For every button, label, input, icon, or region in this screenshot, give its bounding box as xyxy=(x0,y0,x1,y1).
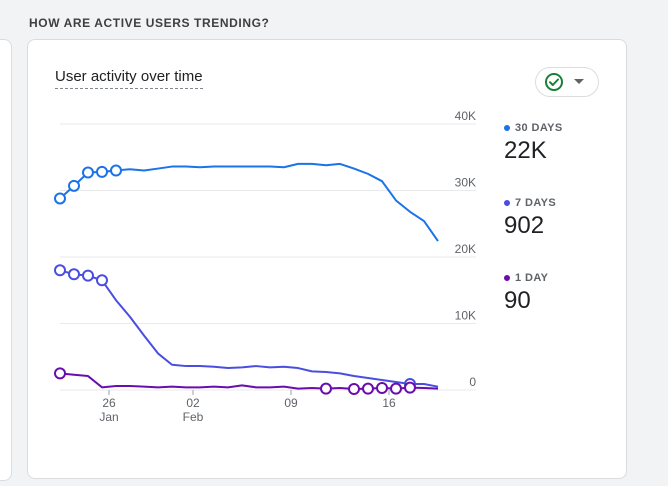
x-tick-label: 26 xyxy=(102,396,116,410)
data-point[interactable] xyxy=(54,264,66,277)
x-tick-sublabel: Jan xyxy=(99,410,118,424)
card-title[interactable]: User activity over time xyxy=(55,68,203,89)
y-tick-label: 40K xyxy=(455,109,476,123)
data-point[interactable] xyxy=(96,274,108,287)
legend-label: 7 DAYS xyxy=(515,197,557,209)
legend-dot xyxy=(504,125,510,131)
legend-dot xyxy=(504,275,510,281)
y-tick-label: 20K xyxy=(455,242,476,256)
data-point[interactable] xyxy=(110,164,122,177)
caret-down-icon xyxy=(574,79,584,85)
data-point[interactable] xyxy=(82,166,94,179)
series-line xyxy=(59,372,439,391)
legend-item-1-day: 1 DAY 90 xyxy=(504,272,548,315)
x-tick-sublabel: Feb xyxy=(183,410,204,424)
series-line xyxy=(59,162,439,242)
legend-label: 30 DAYS xyxy=(515,122,563,134)
data-point[interactable] xyxy=(68,268,80,281)
legend-label: 1 DAY xyxy=(515,272,549,284)
check-circle-icon xyxy=(544,72,564,92)
data-point[interactable] xyxy=(54,367,66,380)
legend-item-30-days: 30 DAYS 22K xyxy=(504,122,563,165)
adjacent-card xyxy=(0,39,12,481)
gridlines xyxy=(60,123,476,391)
section-title: HOW ARE ACTIVE USERS TRENDING? xyxy=(29,16,270,30)
x-tick-label: 02 xyxy=(186,396,200,410)
legend-value: 902 xyxy=(504,212,545,239)
legend-value: 90 xyxy=(504,287,531,314)
data-point[interactable] xyxy=(54,192,66,205)
x-tick-label: 16 xyxy=(382,396,396,410)
legend-value: 22K xyxy=(504,137,547,164)
x-tick-label: 09 xyxy=(284,396,298,410)
y-tick-label: 10K xyxy=(455,309,476,323)
status-dropdown-button[interactable] xyxy=(535,67,599,97)
series-line xyxy=(59,269,439,388)
y-axis-ticks: 0 10K 20K 30K 40K xyxy=(455,109,477,389)
y-tick-label: 30K xyxy=(455,176,476,190)
data-point[interactable] xyxy=(68,179,80,192)
y-tick-label: 0 xyxy=(469,375,476,389)
user-activity-card: User activity over time 0 10K 20K 30K 40K 26… xyxy=(27,39,627,479)
data-point[interactable] xyxy=(82,269,94,282)
data-point[interactable] xyxy=(348,383,360,396)
data-point[interactable] xyxy=(320,382,332,395)
data-point[interactable] xyxy=(96,165,108,178)
legend-item-7-days: 7 DAYS 902 xyxy=(504,197,556,240)
legend-dot xyxy=(504,200,510,206)
data-point[interactable] xyxy=(390,382,402,395)
data-point[interactable] xyxy=(404,381,416,394)
series-30-days xyxy=(54,162,439,242)
data-point[interactable] xyxy=(376,382,388,395)
data-point[interactable] xyxy=(362,382,374,395)
series-7-days xyxy=(54,264,439,391)
series-lines xyxy=(54,162,439,396)
series-1-day xyxy=(54,367,439,396)
